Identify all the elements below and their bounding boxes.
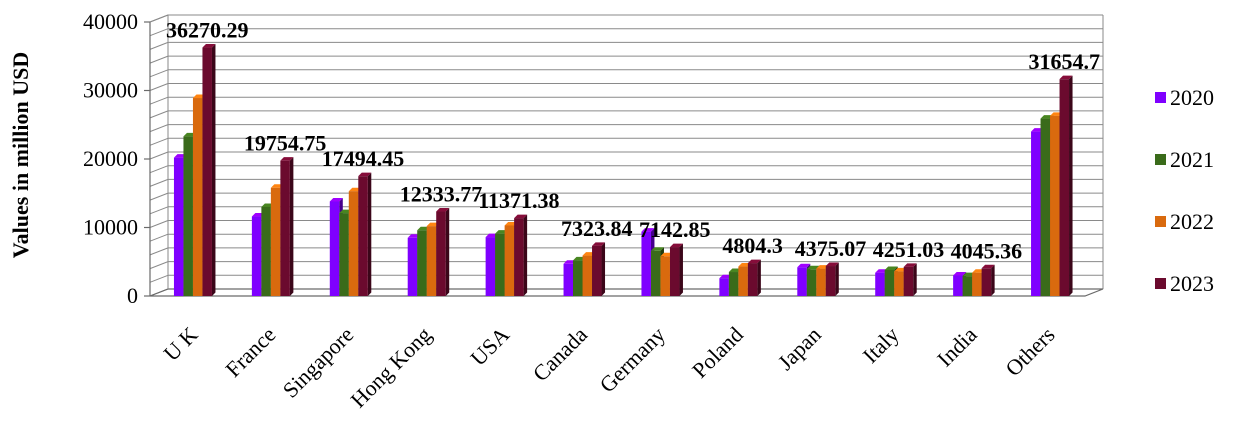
y-tick-label: 20000 [83,146,138,171]
data-label: 11371.38 [478,188,559,213]
data-label: 4804.3 [722,233,783,258]
data-label: 4251.03 [873,237,945,262]
bar-2023-poland [747,259,761,296]
bar-2023-u-k [202,44,216,297]
gridline [149,110,1103,119]
bar-2023-hong-kong [436,208,450,296]
gridline [149,220,1103,228]
gridline [149,124,1103,133]
y-tick-label: 40000 [83,9,138,34]
gridline [149,55,1103,64]
y-tick-label: 30000 [83,78,138,103]
gridline [149,233,1103,242]
category-label: Canada [528,322,592,386]
bar-2023-france [280,157,294,296]
gridline [149,137,1103,146]
y-axis-label: Values in million USD [8,52,33,258]
data-label: 36270.29 [166,18,249,43]
legend-label: 2023 [1170,271,1214,296]
gridline [149,83,1103,91]
gridline [149,165,1103,174]
category-label: France [220,322,280,382]
y-tick-labels: 0 10000 20000 30000 40000 [83,9,138,308]
legend-swatch [1155,278,1166,289]
y-axis-top [149,14,169,23]
data-label: 19754.75 [244,131,327,156]
category-label: India [932,322,982,372]
gridline [149,178,1103,187]
data-label: 12333.77 [400,182,483,207]
category-label: USA [465,322,514,371]
gridline [149,261,1103,270]
gridline [149,69,1103,78]
legend: 2020 2021 2022 2023 [1155,85,1214,296]
bar-2023-singapore [358,172,372,296]
gridline [149,206,1103,215]
bar-2023-others [1059,75,1073,296]
bars [173,44,1073,297]
category-label: Others [1000,322,1059,381]
legend-swatch [1155,92,1166,103]
data-label: 4375.07 [795,236,867,261]
gridline [149,151,1103,160]
data-label: 7323.84 [561,216,633,241]
legend-item-2021: 2021 [1155,147,1214,172]
legend-item-2023: 2023 [1155,271,1214,296]
bar-2023-usa [514,214,528,296]
category-label: Singapore [278,322,359,403]
gridline [149,28,1103,37]
legend-item-2022: 2022 [1155,209,1214,234]
legend-item-2020: 2020 [1155,85,1214,110]
gridline [149,247,1103,256]
legend-label: 2021 [1170,147,1214,172]
category-label: Hong Kong [346,322,437,413]
gridlines [149,14,1103,297]
legend-swatch [1155,154,1166,165]
gridline [149,96,1103,105]
category-label: Italy [858,322,904,368]
y-tick-label: 0 [127,283,138,308]
gridline [149,14,1103,23]
data-label: 4045.36 [951,238,1023,263]
y-tick-label: 10000 [83,215,138,240]
axes [144,14,1104,297]
gridline [149,274,1103,283]
gridline [149,192,1103,201]
category-label: Poland [687,322,748,383]
legend-label: 2020 [1170,85,1214,110]
legend-label: 2022 [1170,209,1214,234]
bar-2023-japan [825,262,839,296]
bar-2023-germany [669,243,683,296]
gridline [149,41,1103,50]
bar-2023-india [981,264,995,296]
data-label: 31654.7 [1029,49,1101,74]
data-label: 7142.85 [639,217,711,242]
category-label: Japan [773,322,826,375]
bar-2023-italy [903,263,917,296]
chart-floor [149,288,1104,297]
category-label: Germany [594,322,670,398]
legend-swatch [1155,216,1166,227]
bar-2023-canada [592,242,606,296]
data-label: 17494.45 [322,146,405,171]
category-label: U K [158,322,202,366]
